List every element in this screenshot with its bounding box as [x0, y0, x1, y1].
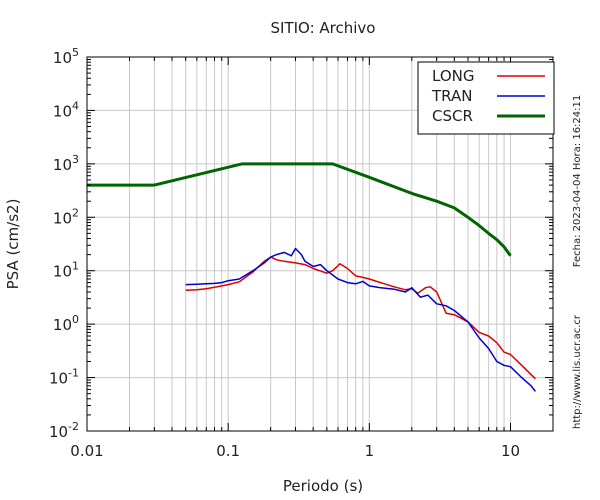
series-line-long: [185, 256, 536, 380]
series-line-tran: [185, 247, 536, 392]
y-tick-exponent: 5: [72, 46, 79, 59]
y-tick-base: 10: [53, 209, 72, 227]
y-tick-exponent: -1: [68, 367, 79, 380]
y-tick-label: 10-1: [49, 367, 79, 388]
x-tick-label: 10: [501, 442, 520, 460]
x-axis-label: Periodo (s): [283, 477, 363, 495]
plot-frame: [86, 56, 554, 432]
y-tick-base: 10: [49, 423, 68, 441]
y-tick-label: 103: [53, 153, 79, 174]
y-tick-label: 104: [53, 99, 79, 120]
series-line-cscr: [87, 162, 512, 257]
y-tick-label: 10-2: [49, 420, 79, 441]
x-tick-label: 0.1: [216, 442, 240, 460]
y-tick-base: 10: [53, 316, 72, 334]
y-tick-label: 101: [53, 260, 79, 281]
y-tick-base: 10: [53, 49, 72, 67]
y-tick-exponent: 0: [72, 313, 79, 326]
y-tick-base: 10: [53, 263, 72, 281]
y-tick-exponent: -2: [68, 420, 79, 433]
url-annotation: http://www.lis.ucr.ac.cr: [572, 314, 583, 429]
y-tick-exponent: 1: [72, 260, 79, 273]
series-layer: [87, 162, 536, 392]
date-stamp: Fecha: 2023-04-04 Hora: 16:24:11: [572, 95, 583, 268]
legend: LONG TRAN CSCR: [417, 61, 555, 135]
legend-label-tran: TRAN: [431, 87, 472, 105]
y-tick-base: 10: [53, 102, 72, 120]
y-tick-exponent: 2: [72, 206, 79, 219]
y-axis-label: PSA (cm/s2): [4, 199, 22, 290]
y-tick-label: 100: [53, 313, 79, 334]
y-tick-exponent: 4: [72, 99, 79, 112]
y-tick-base: 10: [49, 370, 68, 388]
chart-title: SITIO: Archivo: [271, 19, 376, 37]
x-tick-label: 1: [365, 442, 375, 460]
legend-label-long: LONG: [432, 67, 474, 85]
legend-box: [417, 61, 555, 135]
y-tick-label: 105: [53, 46, 79, 67]
y-tick-base: 10: [53, 156, 72, 174]
y-tick-exponent: 3: [72, 153, 79, 166]
y-tick-label: 102: [53, 206, 79, 227]
x-tick-label: 0.01: [70, 442, 103, 460]
legend-label-cscr: CSCR: [432, 107, 473, 125]
